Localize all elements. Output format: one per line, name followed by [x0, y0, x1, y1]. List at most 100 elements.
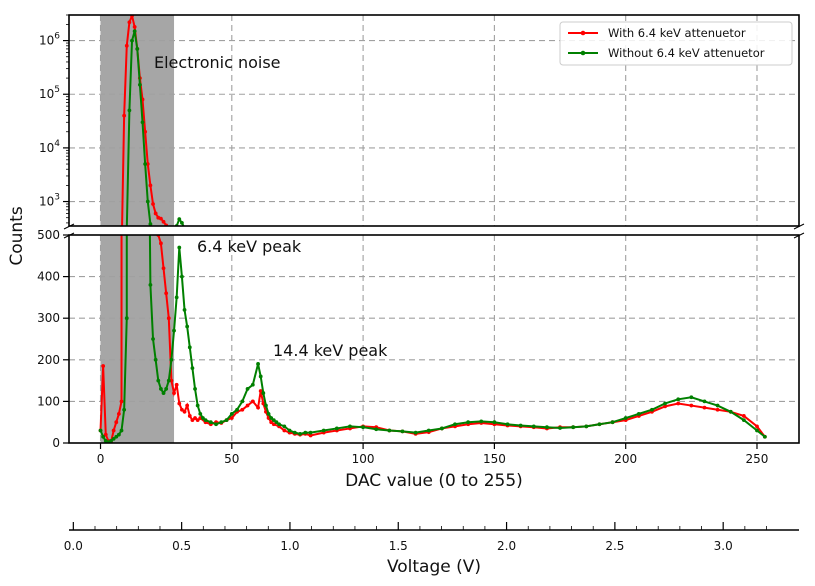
data-point-without-attenuator: [214, 422, 218, 427]
data-point-without-attenuator: [308, 430, 313, 435]
data-point-without-attenuator: [258, 374, 263, 379]
data-point-without-attenuator: [256, 362, 260, 366]
data-point-with-attenuator: [151, 202, 155, 206]
data-point-without-attenuator: [235, 407, 239, 412]
data-point-without-attenuator: [145, 199, 150, 204]
data-point-without-attenuator: [187, 345, 192, 350]
x-ticks: 0 50 100 150 200 250: [97, 443, 769, 466]
data-point-with-attenuator: [122, 113, 127, 118]
data-point-without-attenuator: [127, 108, 132, 113]
voltage-tick-label: 0.0: [64, 539, 83, 553]
data-point-without-attenuator: [453, 422, 457, 427]
y-tick-label-upper: 106: [39, 32, 60, 48]
data-point-without-attenuator: [387, 428, 392, 433]
data-point-with-attenuator: [159, 216, 163, 221]
data-point-without-attenuator: [109, 439, 113, 443]
data-point-without-attenuator: [164, 387, 169, 391]
data-point-with-attenuator: [166, 316, 171, 321]
data-point-with-attenuator: [103, 432, 108, 437]
data-point-with-attenuator: [119, 399, 124, 404]
electronic-noise-region-lower: [100, 235, 175, 443]
y-tick-label-lower: 300: [37, 311, 60, 325]
data-point-with-attenuator: [143, 129, 148, 134]
data-point-with-attenuator: [689, 403, 694, 408]
legend-marker-with-attenuator: [580, 30, 586, 36]
voltage-tick-label: 2.5: [605, 539, 624, 553]
y-tick-label-lower: 400: [37, 270, 60, 284]
data-point-with-attenuator: [114, 420, 119, 425]
legend-box: [559, 21, 793, 66]
data-point-without-attenuator: [292, 430, 297, 435]
data-point-without-attenuator: [201, 416, 205, 420]
data-point-without-attenuator: [348, 424, 352, 429]
data-point-without-attenuator: [166, 378, 171, 383]
data-point-without-attenuator: [303, 430, 308, 435]
y-tick-label-lower: 100: [37, 394, 60, 408]
data-point-with-attenuator: [116, 411, 121, 416]
data-point-without-attenuator: [143, 162, 148, 166]
data-point-without-attenuator: [762, 434, 767, 439]
data-point-with-attenuator: [180, 407, 184, 412]
voltage-tick-label: 1.5: [389, 539, 408, 553]
annotation-electronic-noise: Electronic noise: [154, 53, 281, 72]
data-point-with-attenuator: [190, 418, 195, 423]
series-lower-panel: [98, 235, 767, 443]
data-point-with-attenuator: [124, 43, 129, 48]
y-tick-label-upper: 103: [39, 193, 60, 209]
data-point-with-attenuator: [161, 266, 166, 271]
voltage-axis-ticks: 0.0 0.5 1.0 1.5 2.0 2.5 3.0: [64, 522, 767, 553]
voltage-tick-label: 2.0: [497, 539, 516, 553]
data-point-with-attenuator: [271, 422, 276, 427]
data-point-with-attenuator: [182, 409, 187, 414]
x-tick-label: 150: [483, 452, 506, 466]
data-point-without-attenuator: [195, 403, 200, 408]
series-line-with-attenuator-upper: [121, 15, 168, 226]
data-point-with-attenuator: [195, 418, 200, 423]
data-point-without-attenuator: [439, 426, 444, 431]
lower-panel-frame: [68, 234, 800, 444]
data-point-without-attenuator: [623, 416, 628, 420]
data-point-without-attenuator: [663, 401, 667, 406]
data-point-without-attenuator: [116, 432, 121, 437]
data-point-without-attenuator: [636, 411, 641, 416]
data-point-without-attenuator: [130, 38, 134, 43]
data-point-without-attenuator: [271, 418, 276, 423]
data-point-with-attenuator: [164, 291, 169, 296]
data-point-without-attenuator: [269, 416, 274, 420]
data-point-without-attenuator: [277, 422, 281, 427]
data-point-without-attenuator: [229, 411, 234, 416]
annotation-6-4-kev-peak: 6.4 keV peak: [197, 237, 302, 256]
data-point-without-attenuator: [518, 423, 523, 428]
voltage-tick-label: 3.0: [714, 539, 733, 553]
y-tick-label-lower: 500: [37, 228, 60, 242]
data-point-without-attenuator: [177, 217, 182, 222]
series-line-without-attenuator-upper: [125, 30, 185, 226]
data-point-without-attenuator: [250, 382, 255, 387]
data-point-without-attenuator: [610, 420, 615, 425]
data-point-with-attenuator: [308, 433, 313, 438]
data-point-with-attenuator: [258, 389, 263, 393]
voltage-tick-label: 1.0: [280, 539, 299, 553]
data-point-with-attenuator: [702, 405, 707, 410]
data-point-without-attenuator: [124, 316, 129, 321]
data-point-without-attenuator: [287, 428, 292, 433]
series-line-without-attenuator-lower: [99, 235, 766, 443]
data-point-without-attenuator: [240, 399, 245, 404]
data-point-without-attenuator: [264, 403, 268, 408]
x-tick-label: 250: [746, 452, 769, 466]
data-point-with-attenuator: [111, 428, 116, 433]
x-axis-label: DAC value (0 to 255): [345, 471, 523, 491]
data-point-without-attenuator: [571, 425, 576, 430]
data-point-without-attenuator: [180, 274, 184, 279]
data-point-with-attenuator: [250, 399, 255, 404]
data-point-without-attenuator: [545, 425, 549, 430]
y-tick-label-lower: 0: [52, 436, 60, 450]
data-point-without-attenuator: [153, 357, 158, 362]
data-point-with-attenuator: [172, 391, 176, 395]
data-point-with-attenuator: [159, 241, 163, 246]
data-point-with-attenuator: [177, 401, 182, 406]
lower-y-ticks: 0 100 200 300 400 500: [37, 228, 69, 450]
data-point-without-attenuator: [261, 391, 266, 395]
data-point-without-attenuator: [584, 424, 589, 429]
